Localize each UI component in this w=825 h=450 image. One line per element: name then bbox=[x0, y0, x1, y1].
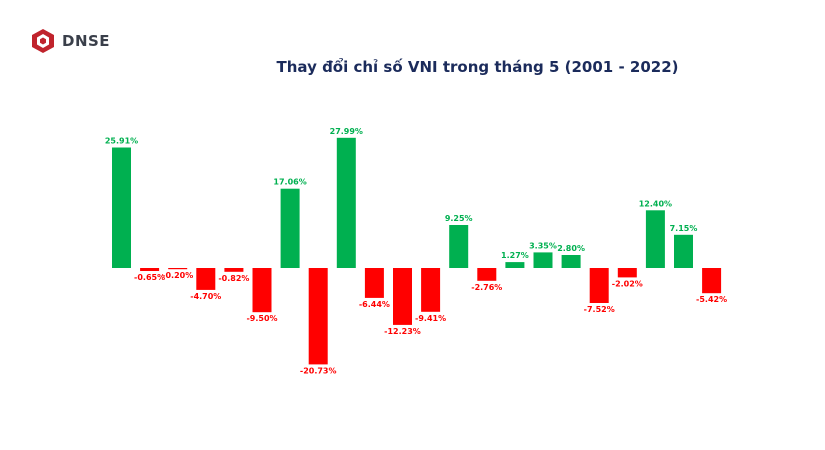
bar-2019 bbox=[617, 268, 637, 278]
data-label-2020: 12.40% bbox=[639, 199, 672, 208]
bar-2006 bbox=[252, 268, 272, 313]
bar-2004 bbox=[196, 268, 216, 290]
data-label-2007: 17.06% bbox=[273, 178, 306, 187]
data-label-2004: -4.70% bbox=[190, 292, 221, 301]
data-label-2011: -12.23% bbox=[384, 327, 421, 336]
bar-2009 bbox=[336, 137, 356, 268]
bar-2005 bbox=[224, 268, 244, 272]
brand-name: DNSE bbox=[62, 32, 111, 50]
dnse-logo-icon bbox=[32, 29, 54, 53]
data-label-2002: -0.65% bbox=[134, 273, 165, 282]
data-label-2010: -6.44% bbox=[359, 300, 390, 309]
data-label-2001: 25.91% bbox=[105, 137, 138, 146]
data-label-2005: -0.82% bbox=[218, 274, 249, 283]
bar-2013 bbox=[449, 225, 469, 268]
data-label-2015: 1.27% bbox=[501, 251, 529, 260]
bar-2008 bbox=[308, 268, 328, 365]
data-label-2016: 3.35% bbox=[529, 241, 557, 250]
chart-title: Thay đổi chỉ số VNI trong tháng 5 (2001 … bbox=[276, 58, 679, 76]
dnse-logo: DNSE bbox=[30, 28, 110, 54]
bar-2001 bbox=[112, 147, 131, 268]
data-label-2021: 7.15% bbox=[670, 224, 698, 233]
bar-2014 bbox=[477, 268, 497, 281]
bar-2002 bbox=[140, 268, 160, 271]
data-label-2003: -0.20% bbox=[162, 271, 193, 280]
data-label-2009: 27.99% bbox=[330, 127, 363, 136]
bar-2003 bbox=[168, 268, 188, 270]
data-label-2019: -2.02% bbox=[612, 279, 643, 288]
bar-2010 bbox=[364, 268, 384, 298]
data-label-2022: -5.42% bbox=[696, 295, 727, 304]
bar-2022 bbox=[702, 268, 722, 294]
data-label-2018: -7.52% bbox=[584, 305, 615, 314]
bar-2016 bbox=[533, 252, 553, 268]
bar-2007 bbox=[280, 188, 300, 268]
data-label-2008: -20.73% bbox=[300, 366, 337, 375]
bar-2020 bbox=[645, 210, 665, 268]
bar-2011 bbox=[393, 268, 412, 325]
data-label-2013: 9.25% bbox=[445, 214, 473, 223]
bar-2017 bbox=[561, 255, 581, 268]
bar-2018 bbox=[589, 268, 609, 303]
data-label-2017: 2.80% bbox=[557, 244, 585, 253]
data-label-2014: -2.76% bbox=[471, 283, 502, 292]
data-label-2012: -9.41% bbox=[415, 314, 446, 323]
bar-2015 bbox=[505, 262, 525, 268]
bar-2012 bbox=[421, 268, 441, 312]
data-label-2006: -9.50% bbox=[246, 314, 277, 323]
bar-2021 bbox=[674, 234, 693, 268]
